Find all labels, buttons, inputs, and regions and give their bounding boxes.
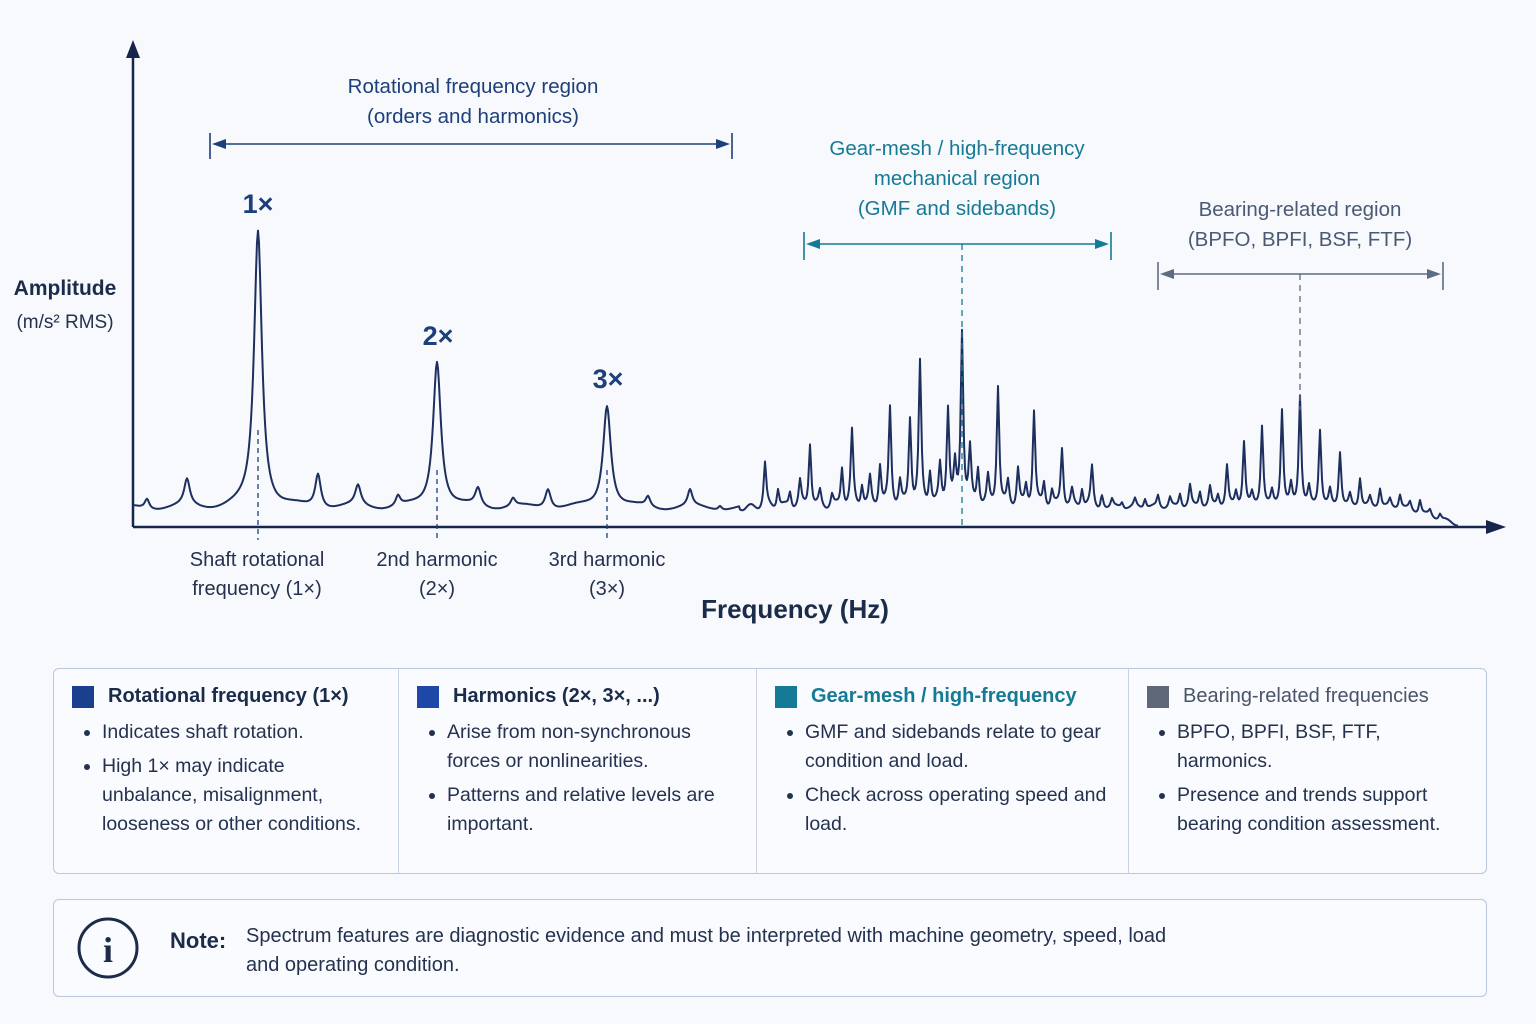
legend-harmonics-item: Patterns and relative levels are importa… (447, 781, 738, 839)
region-gearmesh-arrow-right (1095, 239, 1109, 249)
legend-gearmesh-swatch (775, 685, 797, 708)
note-text: Spectrum features are diagnostic evidenc… (246, 925, 1167, 976)
legend-bearing-item: Presence and trends support bearing cond… (1177, 781, 1467, 839)
legend-gearmesh-item: Check across operating speed and load. (805, 781, 1110, 839)
peak-desc-2x-line1: 2nd harmonic (376, 549, 497, 571)
region-bearing-arrow-left (1160, 269, 1174, 279)
region-bearing-title-1: Bearing-related region (1199, 198, 1402, 221)
note-label: Note: (170, 928, 227, 953)
y-axis-unit: (m/s² RMS) (16, 312, 113, 333)
svg-text:i: i (103, 930, 113, 970)
spectrum-chart: 1× 2× 3× Shaft rotational frequency (1×)… (14, 40, 1506, 624)
legend-gearmesh-item: GMF and sidebands relate to gear conditi… (805, 718, 1110, 776)
legend-bearing: Bearing-related frequencies BPFO, BPFI, … (1129, 669, 1485, 873)
region-rotational-title-2: (orders and harmonics) (367, 105, 579, 128)
peak-desc-1x-line2: frequency (1×) (192, 578, 322, 600)
peak-label-3x: 3× (593, 364, 624, 394)
peak-label-1x: 1× (243, 189, 274, 219)
info-icon: i (77, 917, 139, 979)
region-gearmesh-title-3: (GMF and sidebands) (858, 197, 1056, 220)
peak-desc-3x-line2: (3×) (589, 578, 625, 600)
spectrum-line (132, 229, 1458, 527)
legend-gearmesh-title: Gear-mesh / high-frequency (811, 685, 1077, 707)
legend-harmonics-title: Harmonics (2×, 3×, ...) (453, 685, 660, 707)
region-bearing-arrow-right (1427, 269, 1441, 279)
legend-gearmesh: Gear-mesh / high-frequency GMF and sideb… (757, 669, 1129, 873)
region-gearmesh-arrow-left (806, 239, 820, 249)
legend-rotational-item: Indicates shaft rotation. (102, 718, 380, 747)
note-panel: i Note: Spectrum features are diagnostic… (53, 899, 1487, 997)
region-bearing-title-2: (BPFO, BPFI, BSF, FTF) (1188, 228, 1412, 251)
legend-bearing-swatch (1147, 685, 1169, 708)
legend-rotational-title: Rotational frequency (1×) (108, 685, 349, 707)
legend-harmonics-swatch (417, 685, 439, 708)
x-axis-arrow (1486, 520, 1506, 534)
legend-harmonics-item: Arise from non-synchronous forces or non… (447, 718, 738, 776)
peak-label-2x: 2× (423, 321, 454, 351)
peak-desc-3x-line1: 3rd harmonic (549, 549, 666, 571)
region-rotational-title-1: Rotational frequency region (348, 75, 599, 98)
y-axis-title: Amplitude (14, 277, 117, 300)
legend-harmonics: Harmonics (2×, 3×, ...) Arise from non-s… (399, 669, 757, 873)
region-gearmesh-span (803, 232, 1112, 260)
legend-rotational-swatch (72, 685, 94, 708)
region-gearmesh-title-2: mechanical region (874, 167, 1040, 190)
y-axis-arrow (126, 40, 140, 58)
legend-bearing-title: Bearing-related frequencies (1183, 685, 1429, 707)
region-gearmesh-title-1: Gear-mesh / high-frequency (829, 137, 1085, 160)
region-rotational-arrow-left (212, 139, 226, 149)
legend-rotational: Rotational frequency (1×) Indicates shaf… (54, 669, 399, 873)
region-rotational-span (209, 133, 733, 159)
peak-desc-1x-line1: Shaft rotational (190, 549, 325, 571)
x-axis-title: Frequency (Hz) (701, 594, 889, 624)
peak-desc-2x-line2: (2×) (419, 578, 455, 600)
legend-panel: Rotational frequency (1×) Indicates shaf… (53, 668, 1487, 874)
legend-rotational-item: High 1× may indicate unbalance, misalign… (102, 752, 380, 839)
legend-bearing-item: BPFO, BPFI, BSF, FTF, harmonics. (1177, 718, 1467, 776)
region-rotational-arrow-right (716, 139, 730, 149)
